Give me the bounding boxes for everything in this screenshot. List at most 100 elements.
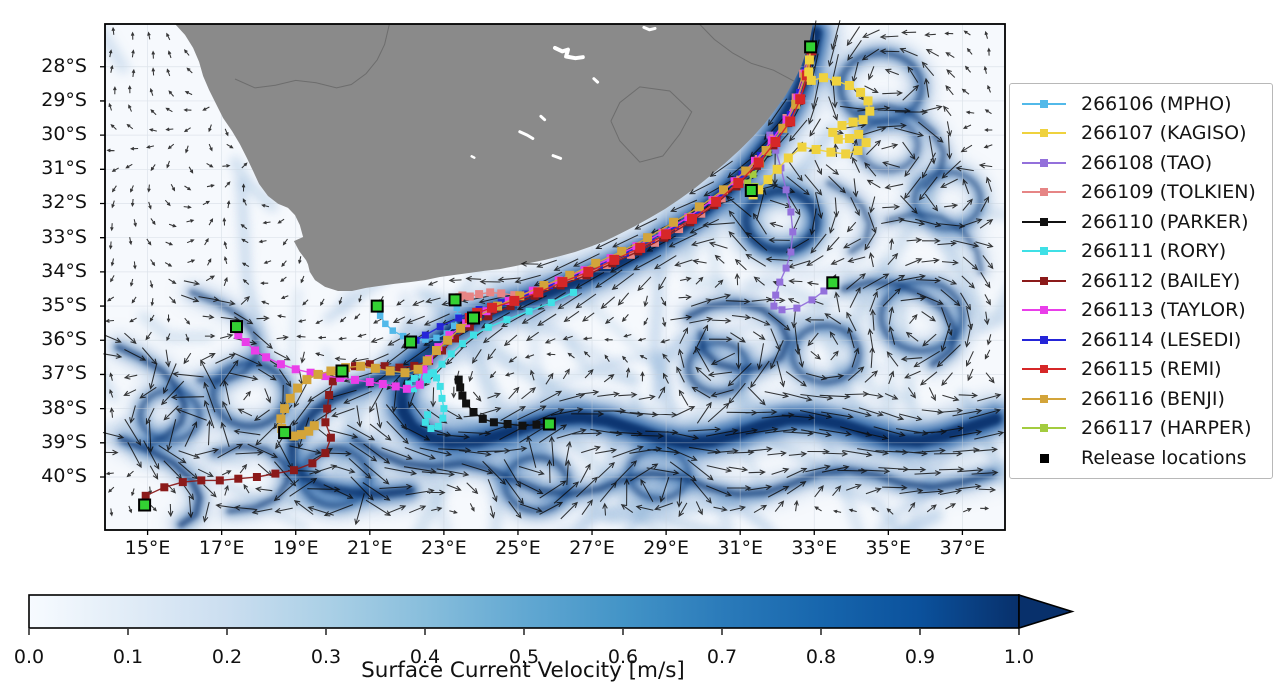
trajectory-marker bbox=[819, 73, 828, 83]
plot-frame bbox=[104, 23, 1006, 531]
trajectory-marker bbox=[291, 365, 300, 374]
trajectory-marker bbox=[197, 476, 206, 485]
trajectory-marker bbox=[234, 474, 243, 483]
x-tick-label: 31°E bbox=[717, 537, 764, 559]
trajectory-marker bbox=[811, 145, 821, 154]
trajectory-marker bbox=[370, 363, 380, 373]
release-marker bbox=[138, 498, 152, 512]
trajectory-marker bbox=[415, 380, 424, 389]
trajectory-swatch-icon bbox=[1022, 335, 1066, 344]
trajectory-marker bbox=[451, 334, 459, 343]
y-tick-label: 28°S bbox=[41, 54, 87, 77]
trajectory-marker bbox=[539, 281, 549, 290]
trajectory-marker bbox=[478, 414, 487, 423]
legend-label: 266113 (TAYLOR) bbox=[1081, 299, 1246, 322]
trajectory-marker bbox=[525, 307, 533, 315]
trajectory-marker bbox=[336, 373, 345, 382]
trajectory-swatch-icon bbox=[1022, 276, 1066, 285]
trajectory-marker bbox=[306, 368, 315, 377]
trajectory-marker bbox=[744, 179, 752, 187]
y-tick-label: 36°S bbox=[41, 328, 87, 351]
legend-label: 266112 (BAILEY) bbox=[1081, 269, 1241, 292]
map-plot bbox=[100, 20, 1006, 535]
y-tick-label: 40°S bbox=[41, 465, 87, 487]
trajectory-marker bbox=[833, 134, 843, 144]
trajectory-marker bbox=[421, 331, 429, 339]
trajectory-marker bbox=[687, 213, 697, 224]
trajectory-marker bbox=[509, 295, 520, 306]
trajectory-marker bbox=[711, 196, 722, 207]
trajectory-marker bbox=[518, 421, 527, 430]
trajectory-marker bbox=[308, 459, 317, 468]
lake bbox=[539, 114, 547, 122]
trajectory-swatch-icon bbox=[1022, 188, 1066, 197]
legend: 266106 (MPHO) 266107 (KAGISO) 266108 (TAO)… bbox=[1009, 83, 1273, 479]
legend-label: 266107 (KAGISO) bbox=[1081, 122, 1247, 145]
trajectory-marker bbox=[434, 422, 442, 430]
colorbar-label: Surface Current Velocity [m/s] bbox=[361, 658, 685, 683]
trajectory-marker bbox=[733, 178, 744, 188]
colorbar-tick-label: 0.5 bbox=[508, 646, 540, 668]
x-tick-label: 35°E bbox=[865, 537, 912, 559]
trajectory-marker bbox=[772, 164, 782, 174]
trajectory-marker bbox=[861, 138, 871, 148]
trajectory-marker bbox=[413, 364, 423, 374]
trajectory-marker bbox=[423, 376, 431, 384]
trajectory-marker bbox=[841, 149, 851, 159]
legend-label: 266116 (BENJI) bbox=[1081, 387, 1225, 410]
colorbar-tick-label: 0.8 bbox=[805, 646, 837, 668]
x-tick-label: 29°E bbox=[643, 537, 689, 559]
trajectory-swatch-icon bbox=[1022, 306, 1066, 315]
trajectory-marker bbox=[445, 331, 454, 340]
trajectory-marker bbox=[296, 430, 306, 440]
legend-entry-release: Release locations bbox=[1020, 443, 1272, 473]
trajectory-marker bbox=[453, 304, 461, 311]
legend-label: 266110 (PARKER) bbox=[1081, 210, 1249, 233]
lake bbox=[518, 130, 535, 140]
trajectory-marker bbox=[280, 404, 290, 414]
trajectory-marker bbox=[770, 302, 778, 310]
trajectory-marker bbox=[451, 322, 458, 330]
release-marker bbox=[448, 293, 462, 307]
trajectory-marker bbox=[356, 361, 366, 371]
trajectory-marker bbox=[808, 296, 816, 304]
trajectory-swatch-icon bbox=[1022, 129, 1066, 138]
trajectory-marker bbox=[785, 116, 796, 127]
colorbar-tick-label: 0.6 bbox=[607, 646, 639, 668]
trajectory-marker bbox=[484, 312, 493, 321]
axis-ticks bbox=[100, 66, 964, 535]
release-square-icon bbox=[1040, 453, 1049, 463]
trajectory-marker bbox=[510, 291, 519, 300]
trajectory-marker bbox=[302, 375, 312, 385]
y-tick-label: 29°S bbox=[41, 88, 87, 111]
trajectory-marker bbox=[772, 146, 780, 154]
trajectory-marker bbox=[251, 346, 259, 355]
colorbar-tick-label: 0.9 bbox=[904, 646, 936, 668]
legend-label: 266106 (MPHO) bbox=[1081, 92, 1232, 115]
trajectory-marker bbox=[456, 323, 466, 333]
colorbar-gradient bbox=[28, 593, 1075, 635]
trajectory-marker bbox=[661, 229, 672, 240]
legend-label: Release locations bbox=[1081, 446, 1247, 469]
trajectory-marker bbox=[791, 99, 801, 109]
trajectory-marker bbox=[465, 292, 474, 301]
trajectory-marker bbox=[438, 360, 446, 368]
trajectory-marker bbox=[545, 282, 553, 289]
legend-entry-266109: 266109 (TOLKIEN) bbox=[1020, 178, 1272, 208]
trajectory-marker bbox=[385, 366, 395, 376]
trajectory-swatch-icon bbox=[1022, 247, 1066, 256]
trajectory-marker bbox=[844, 81, 854, 90]
trajectory-swatch-icon bbox=[1022, 217, 1066, 226]
y-tick-label: 31°S bbox=[41, 157, 87, 180]
trajectory-marker bbox=[378, 380, 387, 388]
x-tick-label: 27°E bbox=[569, 537, 615, 559]
trajectory-marker bbox=[321, 372, 330, 381]
trajectory-marker bbox=[400, 368, 410, 378]
trajectory-marker bbox=[547, 299, 555, 307]
trajectory-marker bbox=[778, 306, 786, 314]
trajectory-marker bbox=[424, 411, 432, 419]
land-polygon bbox=[175, 24, 813, 291]
trajectory-swatch-icon bbox=[1022, 365, 1066, 374]
trajectory-marker bbox=[462, 399, 471, 408]
legend-entry-266111: 266111 (RORY) bbox=[1020, 237, 1272, 267]
